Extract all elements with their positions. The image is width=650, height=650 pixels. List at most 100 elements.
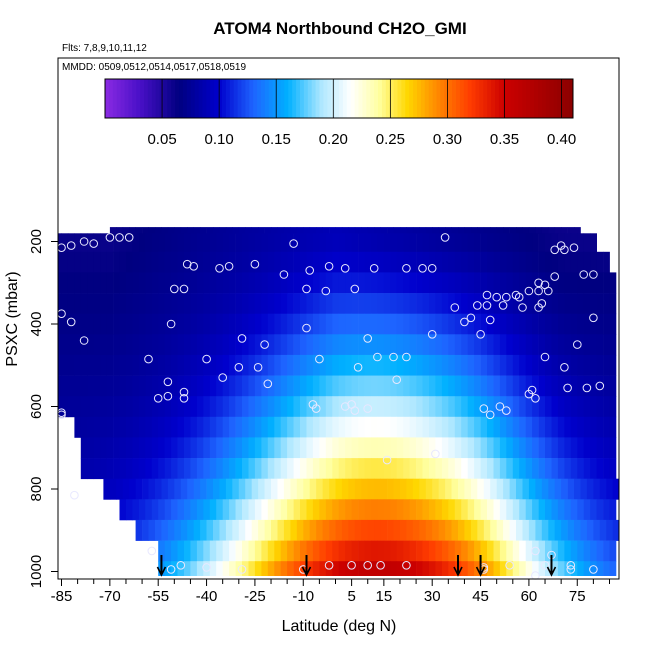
colorbar-segment [522,79,527,118]
colorbar-segment [257,79,262,118]
colorbar-segment [428,79,434,118]
heatmap-cell [80,458,88,480]
heatmap-cell [267,458,275,480]
heatmap-cell [248,313,256,335]
colorbar-segment [518,79,523,118]
heatmap-cell [561,478,568,500]
heatmap-cell [332,251,340,273]
heatmap-cell [422,272,430,294]
colorbar-segment [175,79,180,118]
colorbar-segment [147,79,153,118]
heatmap-cell [409,437,417,459]
heatmap-cell [238,227,246,234]
heatmap-cell [261,396,269,418]
heatmap-cell [377,313,385,335]
heatmap-cell [106,458,114,480]
heatmap-cell [306,251,314,273]
heatmap-cell [487,233,494,253]
heatmap-cell [429,334,436,356]
heatmap-cell [338,458,346,480]
heatmap-cell [274,437,282,459]
heatmap-cell [519,251,526,273]
heatmap-cell [609,334,617,356]
heatmap-cell [441,458,449,480]
heatmap-cell [480,416,488,438]
heatmap-cell [74,293,82,315]
colorbar-segment [261,79,266,118]
heatmap-cell [261,313,269,335]
sample-point [253,363,263,372]
heatmap-cell [80,251,88,273]
heatmap-cell [348,227,356,234]
heatmap-cell [264,478,272,500]
heatmap-cell [93,416,101,438]
heatmap-cell [312,375,320,397]
heatmap-cell [106,313,114,335]
heatmap-cell [174,478,182,500]
heatmap-cell [590,293,597,315]
heatmap-cell [390,313,398,335]
heatmap-cell [493,313,501,335]
heatmap-cell [557,272,565,294]
flight-marker-head [156,566,167,577]
heatmap-cell [280,272,288,294]
heatmap-cell [155,519,162,541]
colorbar-segment [105,79,110,118]
heatmap-cell [583,375,591,397]
heatmap-cell [351,416,359,438]
heatmap-cell [390,272,398,294]
heatmap-cell [242,458,249,480]
heatmap-cell [296,519,304,541]
heatmap-cell [470,478,478,500]
heatmap-cell [319,396,327,418]
heatmap-cell [309,227,317,234]
heatmap-cell [487,458,494,480]
sample-point [502,292,511,302]
heatmap-cell [312,458,320,480]
heatmap-cell [61,233,69,253]
heatmap-cell [293,561,301,576]
colorbar-segment [186,79,192,118]
heatmap-cell [380,519,388,541]
sample-point [492,292,502,302]
colorbar-segment [307,79,313,118]
colorbar-segment [346,79,352,118]
heatmap-cell [358,437,365,459]
heatmap-cell [490,478,497,500]
heatmap-cell [422,540,430,562]
heatmap-cell [577,251,585,273]
sample-point [153,394,163,403]
heatmap-cell [403,437,410,459]
heatmap-cell [487,272,494,294]
heatmap-cell [113,293,120,315]
heatmap-cell [487,396,494,418]
heatmap-cell [512,437,520,459]
heatmap-cell [132,375,140,397]
heatmap-cell [467,334,475,356]
heatmap-cell [390,416,398,438]
heatmap-cell [113,375,120,397]
heatmap-cell [158,272,165,294]
heatmap-cell [429,499,436,521]
heatmap-cell [87,313,95,335]
heatmap-cell [557,233,565,253]
heatmap-cell [213,478,220,500]
heatmap-cell [577,540,585,562]
heatmap-cell [171,396,178,418]
colorbar-segment [565,79,570,118]
heatmap-cell [151,313,159,335]
heatmap-cell [345,437,352,459]
heatmap-cell [538,375,546,397]
sample-point [418,264,427,273]
heatmap-cell [338,313,346,335]
heatmap-cell [242,233,249,253]
sample-point [563,383,572,393]
heatmap-cell [280,396,288,418]
heatmap-cell [383,375,391,397]
sample-point [427,330,437,339]
heatmap-cell [235,313,243,335]
heatmap-cell [287,396,294,418]
sample-point [402,264,411,273]
heatmap-cell [280,458,288,480]
heatmap-cell [300,233,307,253]
